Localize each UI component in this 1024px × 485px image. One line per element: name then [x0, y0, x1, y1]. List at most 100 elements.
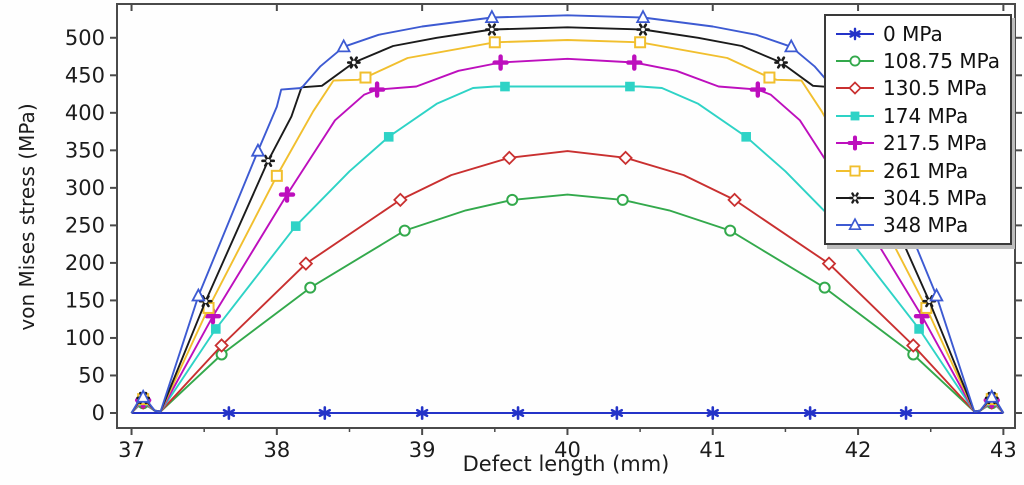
marker-circle-open-icon — [304, 281, 317, 294]
marker-square-open-icon — [634, 36, 647, 49]
marker-diamond-open-icon — [727, 192, 742, 208]
marker-plus-filled-icon — [278, 186, 296, 203]
marker-triangle-open-icon — [984, 388, 1000, 403]
y-axis-title: von Mises stress (MPa) — [15, 103, 39, 331]
marker-triangle-open-icon — [848, 217, 862, 231]
x-tick-label: 39 — [409, 438, 436, 462]
series-0-MPa — [131, 406, 1004, 420]
marker-plus-filled-icon — [847, 135, 863, 151]
marker-asterisk-dot-icon — [484, 23, 499, 36]
legend-item-0-MPa: 0 MPa — [834, 20, 1004, 47]
x-tick-label: 38 — [263, 438, 290, 462]
y-tick-label: 250 — [65, 213, 105, 237]
marker-square-open-icon — [849, 165, 861, 177]
marker-square-filled-icon — [914, 324, 924, 334]
legend-marker-icon — [836, 55, 874, 67]
marker-asterisk-icon — [849, 27, 861, 41]
legend-marker-icon — [836, 27, 874, 41]
legend-item-217.5-MPa: 217.5 MPa — [834, 130, 1004, 157]
marker-plus-filled-icon — [626, 54, 643, 71]
marker-square-open-icon — [270, 169, 283, 182]
marker-triangle-open-icon — [191, 287, 206, 302]
legend-item-174-MPa: 174 MPa — [834, 102, 1004, 129]
marker-square-filled-icon — [625, 81, 635, 92]
y-tick-label: 450 — [65, 63, 105, 87]
y-tick-label: 350 — [65, 138, 105, 162]
marker-plus-filled-icon — [492, 54, 509, 71]
marker-triangle-open-icon — [250, 142, 266, 157]
legend-marker-icon — [836, 165, 874, 177]
legend-item-304.5-MPa: 304.5 MPa — [834, 184, 1004, 211]
marker-asterisk-icon — [222, 406, 236, 420]
legend-marker-icon — [836, 135, 874, 151]
marker-diamond-open-icon — [393, 192, 408, 208]
marker-plus-filled-icon — [749, 81, 767, 98]
marker-triangle-open-icon — [635, 9, 651, 24]
marker-circle-open-icon — [818, 281, 831, 294]
marker-asterisk-dot-icon — [636, 23, 650, 36]
marker-square-filled-icon — [741, 132, 751, 142]
marker-asterisk-icon — [610, 406, 624, 420]
plot-border — [116, 3, 1016, 429]
legend-label: 217.5 MPa — [883, 131, 988, 156]
marker-square-open-icon — [763, 71, 776, 84]
marker-asterisk-icon — [899, 406, 913, 420]
x-tick-label: 40 — [554, 438, 581, 462]
marker-asterisk-icon — [318, 406, 331, 420]
legend-label: 108.75 MPa — [883, 49, 1001, 74]
legend-marker-icon — [836, 81, 874, 96]
marker-asterisk-dot-icon — [848, 192, 862, 204]
marker-square-filled-icon — [500, 81, 510, 92]
series-line-348-MPa — [130, 14, 1005, 414]
y-tick-label: 100 — [65, 326, 105, 350]
marker-square-filled-icon — [850, 111, 860, 121]
legend-label: 304.5 MPa — [883, 186, 988, 211]
legend-label: 130.5 MPa — [883, 76, 988, 101]
y-tick-label: 50 — [78, 363, 105, 387]
marker-square-filled-icon — [290, 221, 301, 231]
marker-asterisk-icon — [415, 406, 429, 420]
legend-marker-icon — [836, 217, 874, 231]
legend-marker-icon — [836, 111, 874, 121]
marker-asterisk-icon — [706, 406, 719, 420]
legend-label: 174 MPa — [883, 103, 969, 128]
y-tick-label: 0 — [92, 401, 105, 425]
y-tick-label: 400 — [65, 101, 105, 125]
marker-diamond-open-icon — [502, 150, 517, 166]
x-tick-label: 41 — [699, 438, 726, 462]
marker-diamond-open-icon — [821, 256, 837, 271]
marker-circle-open-icon — [616, 193, 629, 206]
marker-diamond-open-icon — [618, 150, 633, 166]
marker-asterisk-dot-icon — [774, 56, 788, 69]
marker-diamond-open-icon — [298, 256, 314, 271]
series-348-MPa — [130, 9, 1005, 414]
legend-label: 0 MPa — [883, 21, 943, 46]
legend-item-108.75-MPa: 108.75 MPa — [834, 47, 1004, 74]
marker-circle-open-icon — [849, 55, 861, 67]
x-axis-title: Defect length (mm) — [462, 452, 670, 476]
y-tick-label: 300 — [65, 176, 105, 200]
marker-square-filled-icon — [383, 132, 394, 142]
legend-marker-icon — [836, 192, 874, 204]
marker-circle-open-icon — [398, 224, 411, 237]
marker-diamond-open-icon — [848, 81, 862, 96]
x-tick-label: 37 — [118, 438, 145, 462]
y-tick-label: 500 — [65, 26, 105, 50]
marker-triangle-open-icon — [929, 287, 944, 302]
legend-item-130.5-MPa: 130.5 MPa — [834, 75, 1004, 102]
marker-square-open-icon — [359, 71, 372, 84]
marker-square-open-icon — [488, 36, 501, 49]
legend-label: 348 MPa — [883, 213, 969, 238]
marker-triangle-open-icon — [135, 388, 151, 403]
legend: 0 MPa 108.75 MPa 130.5 MPa 174 MPa 217.5 MPa… — [824, 14, 1012, 246]
y-tick-label: 200 — [65, 251, 105, 275]
marker-triangle-open-icon — [336, 38, 351, 53]
legend-item-261-MPa: 261 MPa — [834, 157, 1004, 184]
marker-circle-open-icon — [724, 224, 737, 237]
x-tick-label: 43 — [990, 438, 1017, 462]
marker-square-filled-icon — [211, 324, 221, 334]
legend-item-348-MPa: 348 MPa — [834, 212, 1004, 239]
marker-circle-open-icon — [506, 193, 519, 206]
